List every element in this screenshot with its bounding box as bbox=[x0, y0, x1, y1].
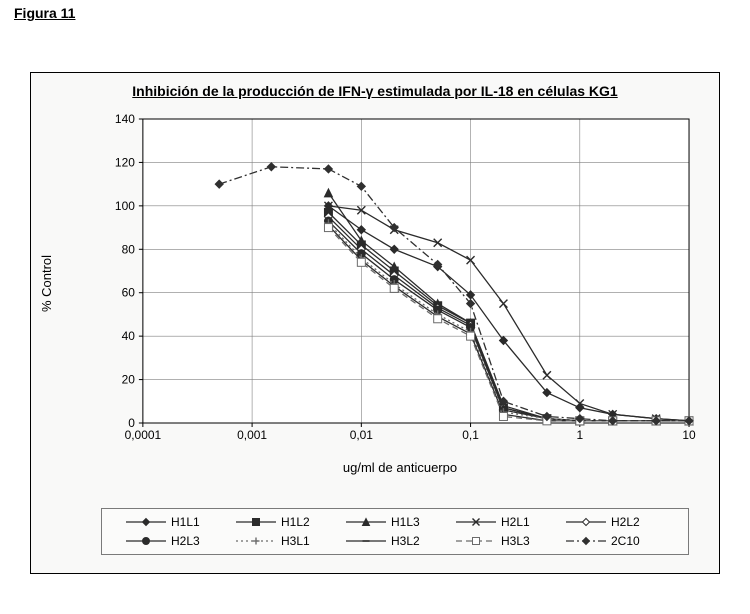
figure-label: Figura 11 bbox=[14, 5, 75, 21]
svg-text:120: 120 bbox=[115, 155, 135, 169]
chart-title: Inhibición de la producción de IFN-γ est… bbox=[31, 83, 719, 99]
svg-text:80: 80 bbox=[122, 242, 136, 256]
svg-text:40: 40 bbox=[122, 329, 136, 343]
legend-label: H1L3 bbox=[391, 515, 420, 529]
svg-text:0,001: 0,001 bbox=[237, 428, 267, 442]
chart-panel: Inhibición de la producción de IFN-γ est… bbox=[30, 72, 720, 574]
legend: H1L1 H1L2 H1L3 H2L1 H2L2 H2L3 H3L1 H3L2 H3L3 2C10 bbox=[101, 508, 689, 555]
legend-item: H2L1 bbox=[455, 515, 555, 529]
legend-label: H3L3 bbox=[501, 534, 530, 548]
legend-item: H1L3 bbox=[345, 515, 445, 529]
legend-label: H2L2 bbox=[611, 515, 640, 529]
svg-text:0,01: 0,01 bbox=[350, 428, 374, 442]
svg-text:1: 1 bbox=[576, 428, 583, 442]
legend-label: H1L1 bbox=[171, 515, 200, 529]
legend-label: H2L1 bbox=[501, 515, 530, 529]
svg-text:100: 100 bbox=[115, 199, 135, 213]
svg-text:60: 60 bbox=[122, 286, 136, 300]
legend-label: H3L2 bbox=[391, 534, 420, 548]
legend-item: H1L2 bbox=[235, 515, 335, 529]
legend-label: H2L3 bbox=[171, 534, 200, 548]
legend-item: H3L1 bbox=[235, 534, 335, 548]
svg-text:0,1: 0,1 bbox=[462, 428, 479, 442]
legend-item: H3L3 bbox=[455, 534, 555, 548]
legend-item: 2C10 bbox=[565, 534, 665, 548]
x-axis-label: ug/ml de anticuerpo bbox=[101, 460, 699, 475]
legend-item: H2L2 bbox=[565, 515, 665, 529]
svg-text:20: 20 bbox=[122, 373, 136, 387]
legend-label: 2C10 bbox=[611, 534, 640, 548]
svg-text:10: 10 bbox=[682, 428, 696, 442]
legend-label: H3L1 bbox=[281, 534, 310, 548]
legend-item: H3L2 bbox=[345, 534, 445, 548]
legend-label: H1L2 bbox=[281, 515, 310, 529]
legend-item: H1L1 bbox=[125, 515, 225, 529]
page: Figura 11 Inhibición de la producción de… bbox=[0, 0, 750, 614]
plot-area: 0204060801001201400,00010,0010,010,1110 bbox=[101, 113, 699, 453]
y-axis-label: % Control bbox=[39, 113, 55, 453]
legend-item: H2L3 bbox=[125, 534, 225, 548]
svg-text:140: 140 bbox=[115, 113, 135, 126]
svg-text:0,0001: 0,0001 bbox=[125, 428, 162, 442]
